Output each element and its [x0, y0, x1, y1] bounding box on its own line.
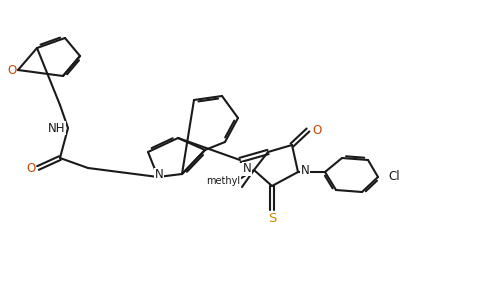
Text: S: S	[268, 212, 276, 226]
Text: O: O	[312, 123, 322, 136]
Text: O: O	[7, 63, 17, 77]
Text: NH: NH	[48, 122, 66, 134]
Text: O: O	[26, 162, 36, 175]
Text: Cl: Cl	[388, 171, 400, 184]
Text: methyl: methyl	[206, 176, 240, 186]
Text: N: N	[155, 168, 163, 182]
Text: N: N	[300, 164, 310, 178]
Text: N: N	[242, 162, 252, 175]
